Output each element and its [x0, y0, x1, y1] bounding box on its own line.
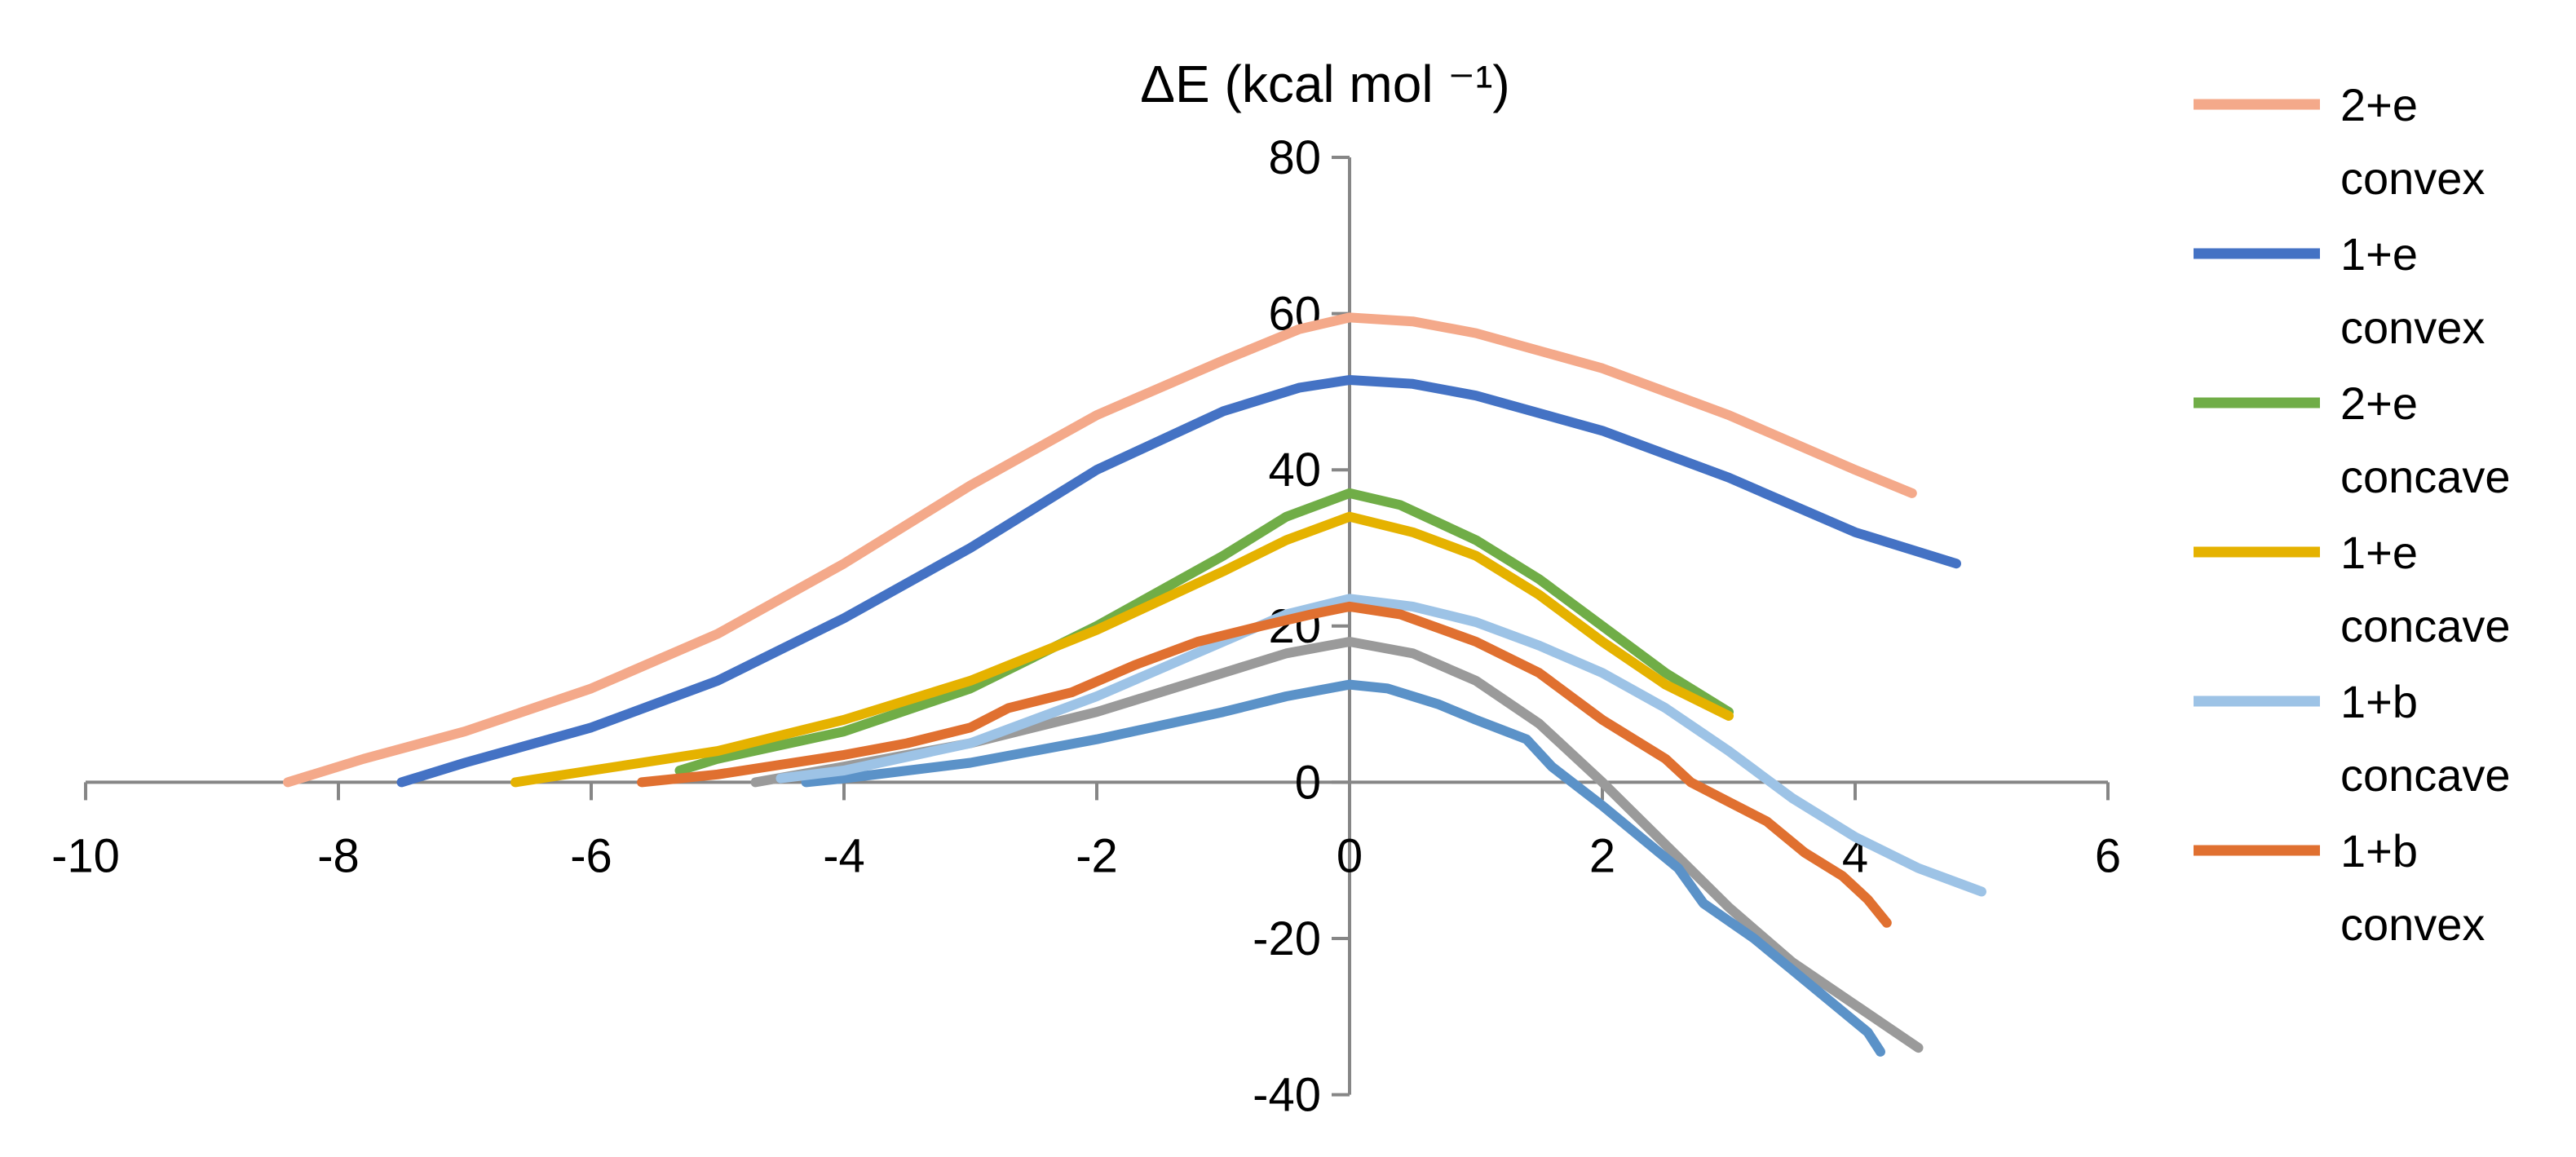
x-tick-label: -4 — [823, 829, 865, 882]
series-line-unlabeled-6 — [750, 637, 1924, 1053]
legend-label-line2: convex — [2340, 899, 2485, 950]
x-tick-label: -8 — [317, 829, 360, 882]
y-tick-label: 0 — [1295, 756, 1321, 809]
legend-label-line2: concave — [2340, 600, 2511, 651]
legend-label-line2: concave — [2340, 451, 2511, 502]
y-tick-label: 80 — [1268, 131, 1321, 184]
x-tick-label: -6 — [570, 829, 612, 882]
legend-label-line2: concave — [2340, 749, 2511, 801]
series-group — [283, 312, 1986, 1057]
series-line-1-plus-e-convex — [396, 375, 1961, 788]
series-line-1-plus-e-concave — [510, 511, 1734, 788]
x-tick-label: 6 — [2095, 829, 2121, 882]
legend-label-line1: 2+e — [2340, 79, 2418, 130]
legend-label-line2: convex — [2340, 302, 2485, 353]
legend-label-line1: 1+b — [2340, 676, 2418, 727]
chart-title: ΔE (kcal mol ⁻¹) — [1140, 55, 1509, 113]
y-tick-label: -20 — [1253, 912, 1321, 965]
legend-label-line1: 1+e — [2340, 228, 2418, 280]
x-tick-label: -10 — [51, 829, 120, 882]
series-line-2-plus-e-convex — [283, 312, 1917, 788]
series-line-2-plus-e-concave — [674, 488, 1734, 775]
y-tick-label: -40 — [1253, 1069, 1321, 1122]
x-tick-label: 2 — [1589, 829, 1615, 882]
x-tick-label: 0 — [1337, 829, 1363, 882]
legend-label-line1: 1+e — [2340, 527, 2418, 578]
series-line-unlabeled-7 — [801, 679, 1885, 1057]
x-tick-label: -2 — [1076, 829, 1118, 882]
legend: 2+e convex 1+e convex 2+e concave 1+e concave 1+… — [2194, 79, 2511, 950]
series-line-1-plus-b-concave — [775, 594, 1986, 897]
series-line-1-plus-b-convex — [637, 601, 1892, 928]
legend-label-line2: convex — [2340, 152, 2485, 204]
legend-label-line1: 1+b — [2340, 825, 2418, 877]
y-tick-label: 40 — [1268, 444, 1321, 497]
legend-label-line1: 2+e — [2340, 378, 2418, 429]
